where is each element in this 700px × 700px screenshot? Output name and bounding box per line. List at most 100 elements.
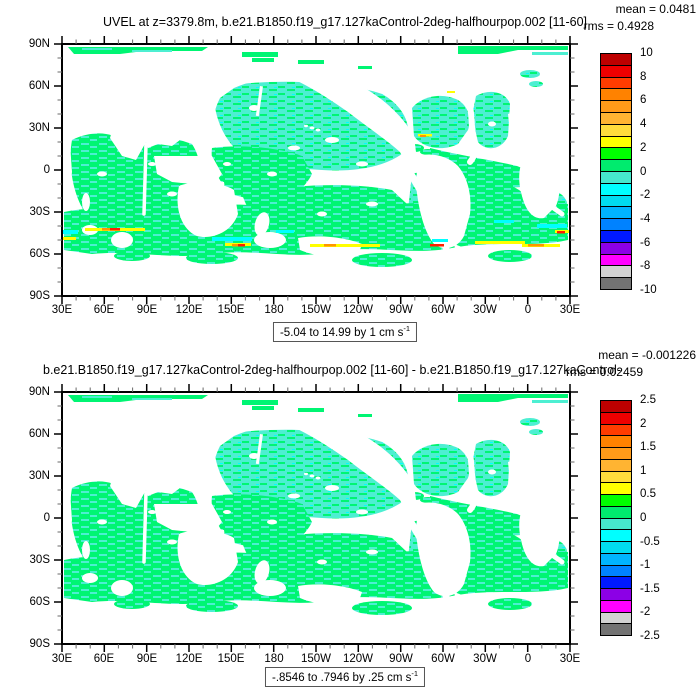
panel1-rms-value: rms = 0.4928 xyxy=(583,19,654,33)
colorbar-cell xyxy=(601,230,631,243)
x-tick-label: 30E xyxy=(51,304,73,316)
colorbar-cell xyxy=(601,542,631,554)
x-tick-label: 180 xyxy=(264,653,284,665)
colorbar-label: 2 xyxy=(640,418,647,430)
colorbar-cell xyxy=(601,448,631,460)
colorbar-label: -1.5 xyxy=(640,583,660,595)
x-tick-label: 30W xyxy=(473,304,497,316)
colorbar-cell xyxy=(601,401,631,413)
panel1-title: UVEL at z=3379.8m, b.e21.B1850.f19_g17.1… xyxy=(102,15,588,29)
colorbar-cell xyxy=(601,183,631,196)
x-tick-label: 30E xyxy=(51,653,73,665)
x-tick-label: 60E xyxy=(93,653,115,665)
y-tick-label: 90S xyxy=(29,638,50,650)
colorbar-cell xyxy=(601,483,631,495)
x-tick-label: 120E xyxy=(175,304,203,316)
colorbar-cell xyxy=(601,124,631,137)
y-tick-label: 60N xyxy=(28,428,50,440)
colorbar-cell xyxy=(601,101,631,113)
colorbar-cell xyxy=(601,624,631,635)
y-tick-label: 30S xyxy=(29,206,50,218)
colorbar-cell xyxy=(601,148,631,161)
y-tick-label: 60N xyxy=(28,80,50,92)
colorbar-cell xyxy=(601,565,631,578)
range-exponent: -1 xyxy=(411,669,419,678)
y-tick-label: 90S xyxy=(29,290,50,302)
colorbar-cell xyxy=(601,89,631,102)
colorbar-cell xyxy=(601,471,631,484)
colorbar-cell xyxy=(601,254,631,267)
panel1-map xyxy=(53,35,579,305)
colorbar-cell xyxy=(601,553,631,566)
colorbar-cell xyxy=(601,77,631,90)
colorbar-cell xyxy=(601,495,631,507)
panel1-colorbar xyxy=(600,53,632,290)
colorbar-label: 1 xyxy=(640,465,647,477)
range-exponent: -1 xyxy=(403,324,411,333)
range-text: -.8546 to .7946 by .25 cm s xyxy=(271,671,412,684)
colorbar-cell xyxy=(601,195,631,208)
colorbar-label: -4 xyxy=(640,213,651,225)
x-tick-label: 30E xyxy=(559,653,581,665)
colorbar-label: 8 xyxy=(640,71,647,83)
colorbar-cell xyxy=(601,577,631,589)
colorbar-cell xyxy=(601,530,631,542)
panel2-range-label: -.8546 to .7946 by .25 cm s-1 xyxy=(264,667,426,687)
x-tick-label: 30W xyxy=(473,653,497,665)
colorbar-cell xyxy=(601,278,631,289)
colorbar-cell xyxy=(601,54,631,66)
colorbar-cell xyxy=(601,518,631,531)
y-tick-label: 60S xyxy=(29,596,50,608)
y-tick-label: 0 xyxy=(43,512,50,524)
colorbar-cell xyxy=(601,612,631,625)
colorbar-label: -2 xyxy=(640,189,651,201)
colorbar-cell xyxy=(601,412,631,425)
colorbar-cell xyxy=(601,424,631,437)
y-tick-label: 60S xyxy=(29,248,50,260)
colorbar-label: 2 xyxy=(640,142,647,154)
panel2-title: b.e21.B1850.f19_g17.127kaControl-2deg-ha… xyxy=(43,363,621,377)
colorbar-label: -2 xyxy=(640,606,651,618)
colorbar-label: 0.5 xyxy=(640,488,656,500)
x-tick-label: 150E xyxy=(217,304,245,316)
colorbar-label: 6 xyxy=(640,94,647,106)
x-tick-label: 90W xyxy=(389,653,413,665)
x-tick-label: 120W xyxy=(342,304,374,316)
colorbar-label: -6 xyxy=(640,237,651,249)
colorbar-label: 1.5 xyxy=(640,441,656,453)
colorbar-label: 0 xyxy=(640,166,647,178)
x-tick-label: 90E xyxy=(136,304,158,316)
x-tick-label: 150W xyxy=(300,653,332,665)
colorbar-cell xyxy=(601,436,631,448)
y-tick-label: 90N xyxy=(28,38,50,50)
y-tick-label: 0 xyxy=(43,164,50,176)
panel2-map xyxy=(53,383,579,653)
colorbar-cell xyxy=(601,136,631,149)
panel2-mean-value: mean = -0.001226 xyxy=(598,348,696,362)
x-tick-label: 0 xyxy=(524,653,532,665)
x-tick-label: 150E xyxy=(217,653,245,665)
colorbar-cell xyxy=(601,171,631,184)
colorbar-cell xyxy=(601,65,631,78)
colorbar-cell xyxy=(601,459,631,472)
x-tick-label: 120E xyxy=(175,653,203,665)
colorbar-label: 4 xyxy=(640,118,647,130)
y-tick-label: 30S xyxy=(29,554,50,566)
panel1-mean-value: mean = 0.0481 xyxy=(615,2,696,16)
colorbar-cell xyxy=(601,207,631,220)
x-tick-label: 90E xyxy=(136,653,158,665)
colorbar-label: 0 xyxy=(640,512,647,524)
x-tick-label: 180 xyxy=(264,304,284,316)
colorbar-cell xyxy=(601,112,631,125)
x-tick-label: 90W xyxy=(389,304,413,316)
y-tick-label: 30N xyxy=(28,122,50,134)
panel2-rms-value: rms = 0.02459 xyxy=(565,365,643,379)
range-text: -5.04 to 14.99 by 1 cm s xyxy=(279,326,404,339)
colorbar-label: -8 xyxy=(640,260,651,272)
y-tick-label: 90N xyxy=(28,386,50,398)
colorbar-label: 10 xyxy=(640,47,653,59)
colorbar-label: 2.5 xyxy=(640,394,656,406)
colorbar-cell xyxy=(601,589,631,601)
x-tick-label: 120W xyxy=(342,653,374,665)
colorbar-label: -1 xyxy=(640,559,651,571)
